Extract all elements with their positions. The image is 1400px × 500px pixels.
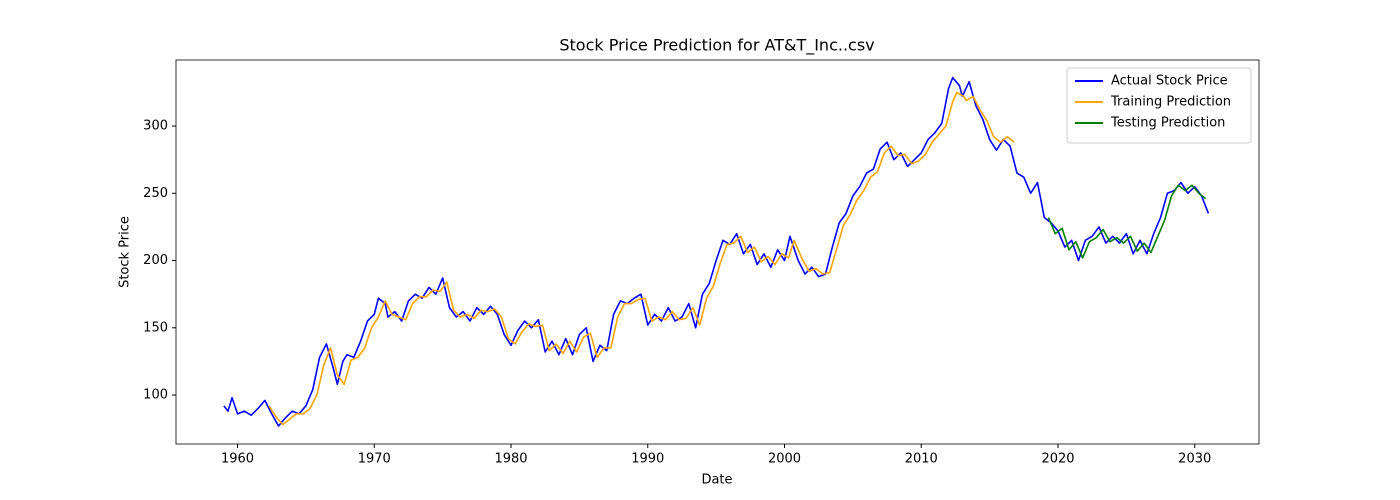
x-tick-label: 2030 (1178, 452, 1211, 467)
y-tick-label: 200 (143, 253, 168, 268)
series-line (1047, 184, 1207, 259)
x-tick-label: 1980 (494, 452, 527, 467)
legend: Actual Stock Price Training Prediction Tes… (1066, 67, 1252, 144)
x-tick-label: 2010 (905, 452, 938, 467)
y-axis-label: Stock Price (118, 216, 133, 288)
legend-label: Testing Prediction (1110, 116, 1225, 131)
chart-title: Stock Price Prediction for AT&T_Inc..csv (559, 36, 874, 56)
x-tick-label: 2020 (1041, 452, 1074, 467)
y-tick-label: 250 (143, 186, 168, 201)
x-tick-label: 1970 (358, 452, 391, 467)
legend-label: Training Prediction (1110, 95, 1231, 110)
x-tick-label: 1960 (221, 452, 254, 467)
y-tick-label: 300 (143, 119, 168, 134)
x-axis-label: Date (701, 473, 732, 488)
x-tick-label: 1990 (631, 452, 664, 467)
legend-label: Actual Stock Price (1111, 74, 1228, 89)
y-tick-label: 100 (143, 388, 168, 403)
plot-frame (175, 59, 1260, 445)
y-tick-label: 150 (143, 320, 168, 335)
series-line (223, 76, 1210, 427)
series-line (268, 91, 1015, 426)
x-tick-label: 2000 (768, 452, 801, 467)
legend-box (1066, 67, 1252, 144)
